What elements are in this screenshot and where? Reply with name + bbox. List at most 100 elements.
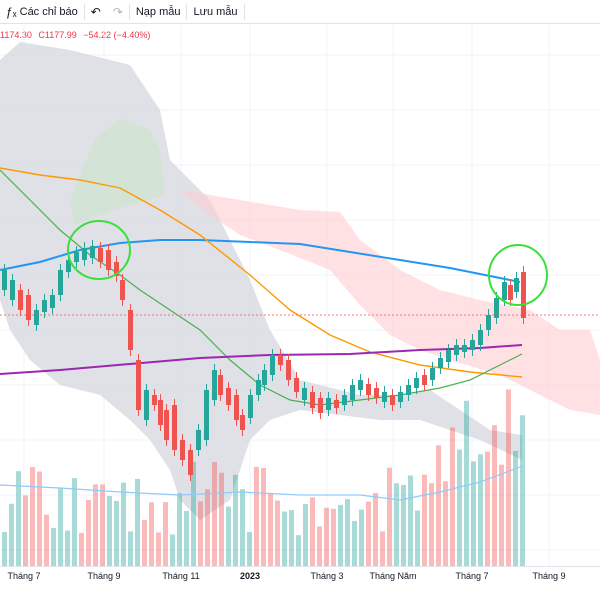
candle-body: [494, 298, 499, 318]
time-axis: Tháng 7 Tháng 9 Tháng 11 2023 Tháng 3 Th…: [0, 566, 600, 600]
candle-body: [374, 388, 379, 398]
volume-bar: [121, 482, 126, 566]
legend-change: −54.22 (−4.40%): [83, 30, 151, 40]
volume-bar: [373, 493, 378, 566]
volume-bar: [268, 492, 273, 566]
undo-button[interactable]: ↶: [85, 0, 107, 24]
candle-body: [278, 355, 283, 365]
candle-body: [248, 395, 253, 418]
price-chart[interactable]: [0, 25, 600, 566]
volume-bar: [282, 511, 287, 566]
volume-bar: [86, 499, 91, 566]
volume-bar: [30, 467, 35, 566]
volume-bar: [359, 509, 364, 566]
highlight-circles: [67, 220, 548, 306]
volume-bar: [247, 531, 252, 566]
candle-body: [50, 295, 55, 308]
candle-body: [334, 400, 339, 408]
candle-body: [478, 330, 483, 345]
volume-bar: [107, 495, 112, 566]
candle-body: [398, 392, 403, 402]
redo-button[interactable]: ↷: [107, 0, 129, 24]
undo-icon: ↶: [90, 4, 101, 19]
volume-bar: [142, 519, 147, 566]
candle-body: [422, 375, 427, 385]
candle-body: [180, 440, 185, 460]
ohlc-legend: 1174.30 C1177.99 −54.22 (−4.40%): [0, 30, 154, 40]
candle-body: [106, 250, 111, 270]
candle-body: [42, 300, 47, 312]
volume-bar: [289, 510, 294, 566]
candle-body: [90, 246, 95, 258]
toolbar-divider: [128, 3, 130, 20]
save-template-button[interactable]: Lưu mẫu: [187, 0, 243, 24]
load-template-button[interactable]: Nạp mẫu: [130, 0, 187, 24]
candle-body: [406, 385, 411, 395]
volume-bar: [471, 461, 476, 566]
cloud-red-area: [180, 190, 600, 415]
candle-body: [2, 270, 7, 290]
volume-bar: [156, 532, 161, 566]
volume-bar: [485, 451, 490, 566]
volume-bar: [149, 502, 154, 566]
volume-bar: [324, 507, 329, 566]
volume-bar: [163, 502, 168, 566]
toolbar-divider: [243, 3, 245, 20]
volume-bar: [345, 499, 350, 566]
indicators-button[interactable]: ƒₓ Các chỉ báo: [0, 0, 84, 24]
candle-body: [294, 378, 299, 392]
volume-bar: [23, 495, 28, 566]
volume-bar: [184, 510, 189, 566]
time-tick: Tháng 9: [532, 571, 566, 581]
volume-bar: [198, 501, 203, 566]
candle-body: [114, 262, 119, 276]
volume-bar: [443, 481, 448, 566]
toolbar-divider: [186, 3, 188, 20]
volume-bar: [254, 466, 259, 566]
candle-body: [240, 415, 245, 430]
candle-body: [98, 248, 103, 262]
highlight-circle: [67, 220, 131, 280]
redo-icon: ↷: [112, 4, 123, 19]
volume-bar: [219, 472, 224, 566]
sma-orange-line: [0, 167, 523, 378]
candle-body: [430, 368, 435, 380]
chart-toolbar: ƒₓ Các chỉ báo ↶ ↷ Nạp mẫu Lưu mẫu: [0, 0, 600, 24]
candle-body: [390, 395, 395, 405]
save-template-label: Lưu mẫu: [193, 5, 238, 18]
time-tick-year: 2023: [239, 571, 261, 581]
candle-body: [10, 280, 15, 300]
legend-low: 1174.30: [0, 30, 32, 40]
volume-bar: [422, 474, 427, 566]
volume-bar: [331, 508, 336, 566]
candle-body: [310, 392, 315, 408]
volume-bar: [520, 415, 525, 566]
candle-body: [120, 280, 125, 300]
volume-bar: [16, 471, 21, 566]
candles: [2, 240, 526, 481]
candle-body: [514, 278, 519, 292]
candle-body: [136, 360, 141, 410]
volume-bar: [212, 462, 217, 566]
candle-body: [438, 358, 443, 368]
volume-bar: [233, 474, 238, 566]
candle-body: [26, 295, 31, 320]
volume-bar: [303, 504, 308, 566]
volume-bar: [450, 427, 455, 566]
time-tick: Tháng Năm: [369, 571, 417, 581]
time-tick: Tháng 7: [7, 571, 41, 581]
candle-body: [382, 392, 387, 402]
volume-bar: [100, 484, 105, 566]
volume-bar: [436, 445, 441, 566]
candle-body: [158, 400, 163, 425]
candle-body: [34, 310, 39, 325]
volume-bar: [401, 484, 406, 566]
candle-body: [318, 398, 323, 413]
candle-body: [366, 384, 371, 395]
volume-bar: [128, 531, 133, 566]
volume-bar: [9, 503, 14, 566]
volume-bar: [51, 527, 56, 566]
volume-bar: [317, 526, 322, 566]
time-tick: Tháng 3: [310, 571, 344, 581]
candle-body: [270, 355, 275, 375]
